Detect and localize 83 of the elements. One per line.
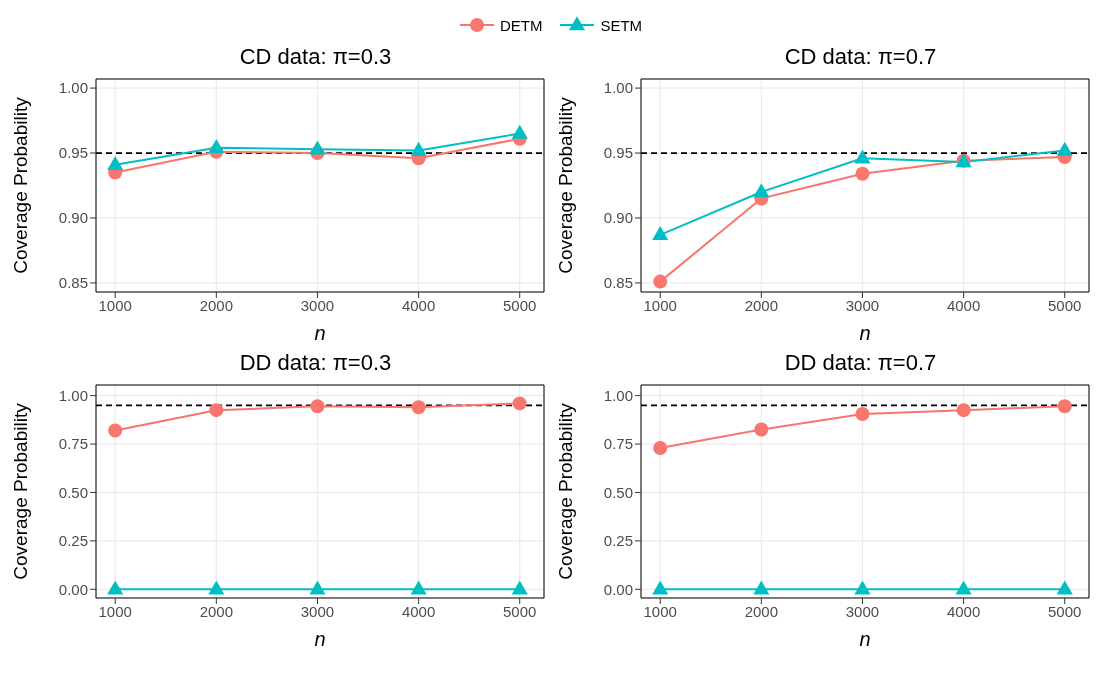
x-tick-label: 3000 [845,296,880,314]
y-tick-label: 0.00 [58,580,88,598]
chart-title: CD data: π=0.3 [238,43,393,71]
y-tick-label: 0.25 [58,532,88,550]
x-tick-label: 2000 [199,296,234,314]
y-tick-label: 1.00 [58,79,88,97]
x-tick-label: 5000 [1048,296,1082,314]
y-tick-label: 0.50 [58,483,88,501]
point [753,183,770,198]
y-tick-label: 0.90 [58,209,88,227]
point [310,399,325,414]
x-tick-label: 2000 [199,602,234,620]
x-axis-title: n [859,322,871,344]
point [653,440,668,455]
point [855,166,870,181]
point [208,139,225,154]
point [855,407,870,422]
point [854,149,871,164]
point [1057,399,1072,414]
point [411,400,426,415]
point [854,580,871,595]
point [511,580,528,595]
point [410,580,427,595]
x-tick-label: 5000 [503,296,537,314]
point [753,580,770,595]
point [209,403,224,418]
x-tick-label: 4000 [401,296,436,314]
x-axis-title: n [859,628,871,650]
point [309,580,326,595]
chart-title: CD data: π=0.7 [783,43,938,71]
y-tick-label: 0.85 [58,274,88,292]
x-tick-label: 1000 [98,296,132,314]
point [511,124,528,139]
y-tick-label: 0.00 [603,580,633,598]
x-tick-label: 4000 [946,602,981,620]
x-tick-label: 1000 [643,602,677,620]
x-tick-label: 4000 [401,602,436,620]
x-tick-label: 2000 [744,296,779,314]
x-axis-title: n [314,628,326,650]
x-tick-label: 3000 [845,602,880,620]
x-axis-title: n [314,322,326,344]
y-tick-label: 1.00 [603,386,633,404]
point [208,580,225,595]
x-tick-label: 3000 [300,602,335,620]
point [956,403,971,418]
y-tick-label: 0.95 [58,144,88,162]
y-tick-label: 0.85 [603,274,633,292]
point [1056,141,1073,156]
x-tick-label: 1000 [643,296,677,314]
legend-label: DETM [499,16,543,34]
y-tick-label: 0.50 [603,483,633,501]
point [108,423,123,438]
point [1056,580,1073,595]
y-tick-label: 0.25 [603,532,633,550]
point [653,274,668,289]
point [512,396,527,411]
point [955,580,972,595]
chart-title: DD data: π=0.3 [238,349,393,377]
point [107,155,124,170]
x-tick-label: 5000 [503,602,537,620]
point [754,422,769,437]
y-axis-title: Coverage Probability [554,402,576,580]
legend-label: SETM [600,16,643,34]
y-axis-title: Coverage Probability [9,96,31,274]
y-tick-label: 0.75 [58,435,88,453]
point [410,141,427,156]
y-tick-label: 0.95 [603,144,633,162]
x-tick-label: 3000 [300,296,335,314]
y-tick-label: 0.75 [603,435,633,453]
y-tick-label: 1.00 [58,386,88,404]
chart-title: DD data: π=0.7 [783,349,938,377]
x-tick-label: 5000 [1048,602,1082,620]
point [107,580,124,595]
y-axis-title: Coverage Probability [554,96,576,274]
point [652,580,669,595]
y-axis-title: Coverage Probability [9,402,31,580]
x-tick-label: 1000 [98,602,132,620]
point [652,226,669,241]
x-tick-label: 4000 [946,296,981,314]
y-tick-label: 1.00 [603,79,633,97]
point [309,140,326,155]
x-tick-label: 2000 [744,602,779,620]
y-tick-label: 0.90 [603,209,633,227]
